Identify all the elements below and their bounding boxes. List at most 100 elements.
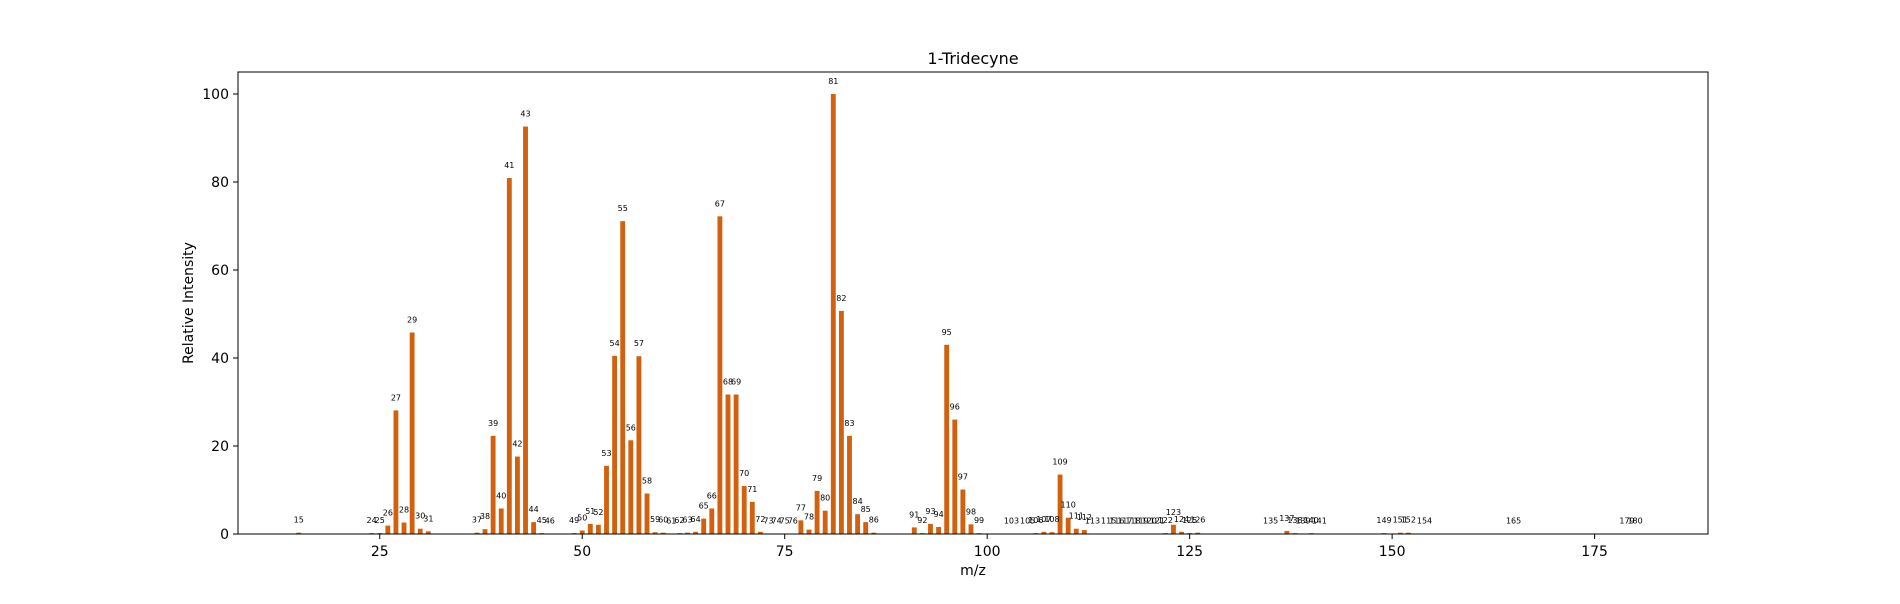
bar-label: 42: [512, 440, 522, 449]
y-tick-label: 100: [202, 87, 229, 103]
bar-label: 52: [593, 508, 603, 517]
bar-label: 92: [917, 516, 927, 525]
bar-label: 149: [1376, 516, 1391, 525]
bar-label: 78: [804, 513, 814, 522]
y-tick-label: 80: [211, 175, 229, 191]
bar: [831, 94, 836, 534]
bar: [507, 178, 512, 534]
bar: [523, 127, 528, 534]
bar-label: 152: [1401, 516, 1416, 525]
bar-label: 76: [788, 517, 798, 526]
bar: [839, 311, 844, 534]
bar-label: 65: [699, 502, 709, 511]
bar: [750, 502, 755, 534]
bar-label: 29: [407, 315, 417, 324]
bar-label: 110: [1061, 501, 1076, 510]
bar-label: 79: [812, 474, 822, 483]
bar-label: 97: [958, 473, 968, 482]
x-tick-label: 50: [573, 544, 591, 560]
bar-label: 80: [820, 494, 830, 503]
bar-label: 96: [950, 403, 960, 412]
bar: [944, 345, 949, 534]
bar: [701, 519, 706, 534]
bar-label: 69: [731, 378, 741, 387]
bar-label: 58: [642, 477, 652, 486]
plot-frame: [238, 72, 1708, 534]
bar: [815, 491, 820, 534]
bar-label: 56: [626, 423, 636, 432]
bar-label: 54: [610, 339, 620, 348]
bar: [855, 514, 860, 534]
bar: [928, 524, 933, 534]
y-axis-label: Relative Intensity: [181, 242, 197, 364]
bar-label: 41: [504, 161, 514, 170]
bar-label: 81: [828, 77, 838, 86]
bar: [402, 523, 407, 534]
bar-label: 67: [715, 199, 725, 208]
bar: [807, 530, 812, 534]
bar-label: 180: [1627, 517, 1642, 526]
bar-label: 31: [423, 514, 433, 523]
bar-label: 55: [618, 204, 628, 213]
bar-label: 27: [391, 393, 401, 402]
bar: [969, 524, 974, 534]
bar: [588, 524, 593, 534]
bar-label: 39: [488, 419, 498, 428]
x-tick-label: 75: [776, 544, 794, 560]
bar: [531, 522, 536, 534]
bar-label: 82: [836, 294, 846, 303]
bar-label: 83: [844, 419, 854, 428]
bar: [385, 526, 390, 534]
bar: [636, 356, 641, 534]
bar-label: 44: [529, 505, 539, 514]
bar: [726, 395, 731, 534]
bar-label: 99: [974, 516, 984, 525]
bar-label: 43: [520, 110, 530, 119]
bar-label: 109: [1052, 458, 1067, 467]
y-tick-label: 20: [211, 439, 229, 455]
bar-label: 26: [383, 509, 393, 518]
bar-label: 86: [869, 516, 879, 525]
bar-label: 64: [691, 515, 701, 524]
bar: [394, 410, 399, 534]
x-axis-label: m/z: [960, 563, 986, 579]
bar: [418, 529, 423, 534]
bar: [798, 520, 803, 534]
x-tick-label: 150: [1379, 544, 1406, 560]
y-tick-label: 40: [211, 351, 229, 367]
x-tick-label: 125: [1176, 544, 1203, 560]
bar-label: 38: [480, 512, 490, 521]
bar-label: 66: [707, 491, 717, 500]
bar: [1171, 525, 1176, 534]
bar: [483, 529, 488, 534]
bar-label: 40: [496, 491, 506, 500]
bar: [612, 356, 617, 534]
x-tick-label: 175: [1581, 544, 1608, 560]
bar-label: 103: [1004, 517, 1019, 526]
bar: [734, 395, 739, 534]
bar: [1082, 530, 1087, 534]
bar: [709, 508, 714, 534]
bar: [912, 527, 917, 534]
bar-label: 165: [1506, 517, 1521, 526]
bar-label: 108: [1044, 515, 1059, 524]
bar-label: 71: [747, 485, 757, 494]
bar: [1074, 529, 1079, 534]
bar-label: 141: [1312, 517, 1327, 526]
bar-label: 85: [861, 505, 871, 514]
bar-label: 122: [1158, 516, 1173, 525]
bar-label: 98: [966, 507, 976, 516]
bar-label: 113: [1085, 517, 1100, 526]
bar: [604, 466, 609, 534]
bar: [645, 494, 650, 534]
bar: [410, 332, 415, 534]
bar-label: 135: [1263, 517, 1278, 526]
bar: [742, 486, 747, 534]
bar: [952, 420, 957, 534]
bar: [499, 508, 504, 534]
bar: [936, 527, 941, 534]
bar-label: 154: [1417, 517, 1432, 526]
